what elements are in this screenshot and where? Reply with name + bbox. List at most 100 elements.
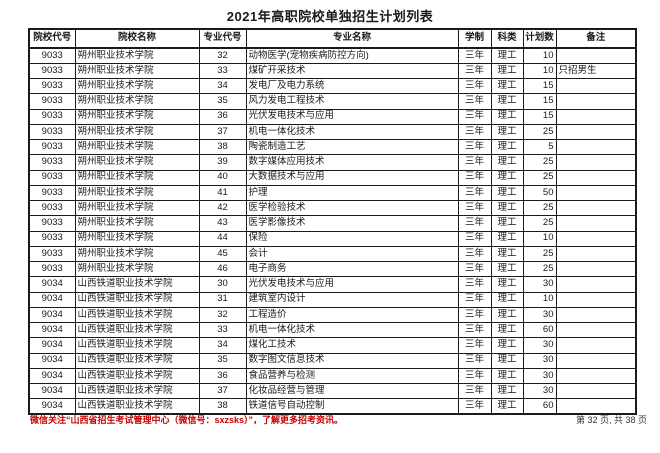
cell: 三年 — [457, 169, 492, 186]
cell — [555, 276, 637, 293]
cell: 理工 — [490, 138, 524, 156]
cell: 9033 — [28, 47, 76, 64]
cell: 34 — [198, 77, 247, 95]
cell: 60 — [522, 398, 557, 415]
table-body: 9033 朔州职业技术学院 32 动物医学(宠物疾病防控方向) 三年 理工 10 9033 朔州… — [28, 47, 637, 415]
cell: 15 — [522, 108, 557, 125]
table-row: 9034 山西铁道职业技术学院 35 数字图文信息技术 三年 理工 30 — [28, 352, 637, 369]
table-row: 9033 朔州职业技术学院 36 光伏发电技术与应用 三年 理工 15 — [28, 108, 637, 125]
cell — [555, 77, 637, 95]
cell: 护理 — [245, 184, 459, 202]
table-row: 9033 朔州职业技术学院 37 机电一体化技术 三年 理工 25 — [28, 123, 637, 141]
cell: 9033 — [28, 93, 76, 110]
cell: 保险 — [245, 230, 459, 247]
cell: 41 — [198, 184, 247, 202]
cell: 30 — [522, 352, 557, 369]
cell: 9033 — [28, 260, 76, 278]
cell: 理工 — [490, 367, 524, 385]
cell: 理工 — [490, 291, 524, 308]
cell — [555, 352, 637, 369]
cell: 9034 — [28, 352, 76, 369]
cell: 朔州职业技术学院 — [74, 47, 200, 64]
cell: 山西铁道职业技术学院 — [74, 337, 200, 354]
column-header: 院校名称 — [74, 28, 200, 49]
cell: 15 — [522, 77, 557, 95]
cell: 发电厂及电力系统 — [245, 77, 459, 95]
cell: 动物医学(宠物疾病防控方向) — [245, 47, 459, 64]
cell: 30 — [522, 337, 557, 354]
cell: 9034 — [28, 276, 76, 293]
cell: 25 — [522, 245, 557, 263]
cell: 机电一体化技术 — [245, 321, 459, 339]
cell: 25 — [522, 154, 557, 171]
cell: 山西铁道职业技术学院 — [74, 382, 200, 400]
cell: 三年 — [457, 77, 492, 95]
cell: 三年 — [457, 382, 492, 400]
cell: 44 — [198, 230, 247, 247]
cell: 50 — [522, 184, 557, 202]
cell: 25 — [522, 199, 557, 217]
table-row: 9034 山西铁道职业技术学院 36 食品营养与检测 三年 理工 30 — [28, 367, 637, 385]
cell: 理工 — [490, 199, 524, 217]
cell: 25 — [522, 260, 557, 278]
cell: 35 — [198, 352, 247, 369]
column-header: 备注 — [555, 28, 637, 49]
cell: 39 — [198, 154, 247, 171]
cell: 9033 — [28, 108, 76, 125]
cell: 30 — [522, 367, 557, 385]
cell: 9033 — [28, 123, 76, 141]
cell: 9034 — [28, 306, 76, 324]
cell: 37 — [198, 123, 247, 141]
cell — [555, 47, 637, 64]
cell: 朔州职业技术学院 — [74, 77, 200, 95]
table-row: 9033 朔州职业技术学院 41 护理 三年 理工 50 — [28, 184, 637, 202]
cell — [555, 154, 637, 171]
cell: 朔州职业技术学院 — [74, 108, 200, 125]
cell — [555, 245, 637, 263]
cell: 理工 — [490, 215, 524, 232]
cell: 9033 — [28, 184, 76, 202]
cell: 理工 — [490, 382, 524, 400]
cell: 30 — [198, 276, 247, 293]
column-header: 专业名称 — [245, 28, 459, 49]
cell: 36 — [198, 108, 247, 125]
cell: 10 — [522, 230, 557, 247]
cell: 风力发电工程技术 — [245, 93, 459, 110]
cell — [555, 123, 637, 141]
cell: 理工 — [490, 230, 524, 247]
cell — [555, 306, 637, 324]
cell: 数字媒体应用技术 — [245, 154, 459, 171]
cell: 工程造价 — [245, 306, 459, 324]
table-row: 9034 山西铁道职业技术学院 31 建筑室内设计 三年 理工 10 — [28, 291, 637, 308]
column-header: 计划数 — [522, 28, 557, 49]
table-row: 9033 朔州职业技术学院 40 大数据技术与应用 三年 理工 25 — [28, 169, 637, 186]
cell: 10 — [522, 62, 557, 80]
cell: 理工 — [490, 321, 524, 339]
cell: 朔州职业技术学院 — [74, 260, 200, 278]
cell: 理工 — [490, 62, 524, 80]
enrollment-plan-table: 院校代号 院校名称 专业代号 专业名称 学制 科类 计划数 备注 9033 朔州职业技术学院 32… — [28, 28, 637, 415]
table-row: 9034 山西铁道职业技术学院 33 机电一体化技术 三年 理工 60 — [28, 321, 637, 339]
cell: 三年 — [457, 245, 492, 263]
cell: 光伏发电技术与应用 — [245, 108, 459, 125]
cell: 山西铁道职业技术学院 — [74, 306, 200, 324]
cell: 理工 — [490, 276, 524, 293]
cell: 三年 — [457, 306, 492, 324]
cell: 9034 — [28, 291, 76, 308]
table-row: 9033 朔州职业技术学院 32 动物医学(宠物疾病防控方向) 三年 理工 10 — [28, 47, 637, 64]
cell: 朔州职业技术学院 — [74, 199, 200, 217]
cell: 32 — [198, 47, 247, 64]
cell: 46 — [198, 260, 247, 278]
cell: 三年 — [457, 108, 492, 125]
table-row: 9033 朔州职业技术学院 43 医学影像技术 三年 理工 25 — [28, 215, 637, 232]
cell: 理工 — [490, 169, 524, 186]
table-row: 9033 朔州职业技术学院 44 保险 三年 理工 10 — [28, 230, 637, 247]
cell: 铁道信号自动控制 — [245, 398, 459, 415]
cell: 三年 — [457, 47, 492, 64]
cell: 9034 — [28, 382, 76, 400]
cell: 31 — [198, 291, 247, 308]
cell: 朔州职业技术学院 — [74, 138, 200, 156]
cell: 会计 — [245, 245, 459, 263]
wechat-notice: 微信关注“山西省招生考试管理中心（微信号：sxzsks）”，了解更多招考资讯。 — [30, 415, 344, 425]
